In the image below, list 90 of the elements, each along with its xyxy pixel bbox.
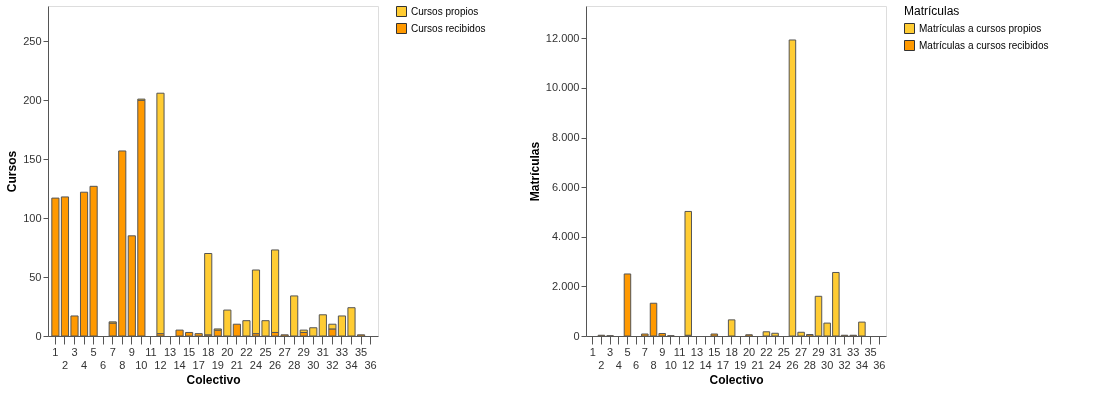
x-tick-label: 7 [641,345,648,358]
x-axis-title: Colectivo [709,372,764,387]
x-tick-label: 11 [145,345,157,358]
x-tick-label: 34 [855,358,869,371]
y-tick-label: 8.000 [551,131,580,143]
x-tick-label: 22 [760,345,773,358]
x-tick-label: 33 [847,345,860,358]
x-tick-label: 22 [240,345,253,358]
x-tick-label: 4 [80,358,88,371]
y-tick-label: 4.000 [551,230,580,243]
x-tick-label: 31 [829,345,842,358]
x-tick-label: 15 [708,345,721,358]
x-tick-label: 9 [128,345,135,358]
x-tick-label: 33 [335,345,349,358]
x-tick-label: 26 [786,358,799,371]
y-tick-label: 200 [23,93,42,106]
x-tick-label: 13 [163,345,177,358]
y-tick-label: 50 [29,270,42,283]
legend-label: Cursos propios [411,5,479,17]
x-tick-label: 15 [183,345,196,358]
x-tick-label: 36 [364,358,377,371]
x-tick-label: 12 [154,358,167,371]
x-tick-label: 1 [589,345,596,358]
x-tick-label: 4 [615,358,622,371]
x-tick-label: 31 [316,345,329,358]
x-tick-label: 8 [650,358,657,371]
x-tick-label: 7 [109,345,116,358]
x-axis-title: Colectivo [186,372,241,387]
x-tick-label: 19 [211,358,224,371]
x-tick-label: 30 [821,358,834,371]
x-tick-label: 30 [307,358,320,371]
x-tick-label: 20 [742,345,756,358]
x-tick-label: 6 [633,358,640,371]
x-tick-label: 28 [803,358,816,371]
x-tick-label: 25 [259,345,272,358]
y-tick-label: 10.000 [545,81,580,94]
y-axis-title: Matrículas [527,141,542,202]
x-tick-label: 24 [249,358,263,371]
x-tick-label: 36 [873,358,886,371]
x-tick-label: 25 [777,345,790,358]
x-tick-label: 32 [838,358,851,371]
x-tick-label: 28 [288,358,301,371]
x-tick-label: 10 [135,358,148,371]
x-tick-label: 34 [345,358,358,371]
x-tick-label: 5 [624,345,631,358]
x-tick-label: 18 [202,345,215,358]
y-tick-label: 2.000 [551,279,580,292]
x-tick-label: 35 [354,345,368,358]
x-tick-label: 11 [673,345,686,358]
x-tick-label: 17 [192,358,205,371]
x-tick-label: 27 [795,345,808,358]
legend-label: Matrículas a cursos recibidos [919,39,1049,51]
x-tick-label: 3 [71,345,78,358]
y-tick-label: 0 [573,329,580,342]
y-tick-label: 100 [23,211,42,224]
x-tick-label: 14 [173,358,186,371]
x-tick-label: 20 [221,345,234,358]
x-tick-label: 27 [278,345,291,358]
y-tick-label: 0 [35,329,42,342]
x-tick-label: 10 [664,358,677,371]
x-tick-label: 19 [734,358,747,371]
x-tick-label: 2 [61,358,69,371]
y-tick-label: 12.000 [545,31,580,44]
x-tick-label: 32 [326,358,339,371]
y-axis-title: Cursos [5,150,20,193]
x-tick-label: 29 [812,345,825,358]
y-tick-label: 150 [23,152,42,165]
x-tick-label: 14 [699,358,712,371]
x-tick-label: 24 [768,358,782,371]
x-tick-label: 35 [864,345,877,358]
x-tick-label: 12 [682,358,695,371]
x-tick-label: 17 [716,358,730,371]
legend-label: Matrículas a cursos propios [919,22,1042,34]
x-tick-label: 29 [297,345,310,358]
y-tick-label: 6.000 [551,180,580,193]
x-tick-label: 21 [751,358,764,371]
x-tick-label: 5 [90,345,97,358]
y-tick-label: 250 [23,34,42,47]
x-tick-label: 8 [119,358,126,371]
x-tick-label: 13 [690,345,704,358]
legend-label: Cursos recibidos [411,22,486,34]
x-tick-label: 2 [598,358,605,371]
legend-title: Matrículas [904,4,960,18]
x-tick-label: 3 [607,345,614,358]
x-tick-label: 9 [659,345,666,358]
x-tick-label: 18 [725,345,738,358]
x-tick-label: 21 [230,358,243,371]
x-tick-label: 1 [52,345,59,358]
x-tick-label: 6 [100,358,107,371]
x-tick-label: 26 [268,358,282,371]
